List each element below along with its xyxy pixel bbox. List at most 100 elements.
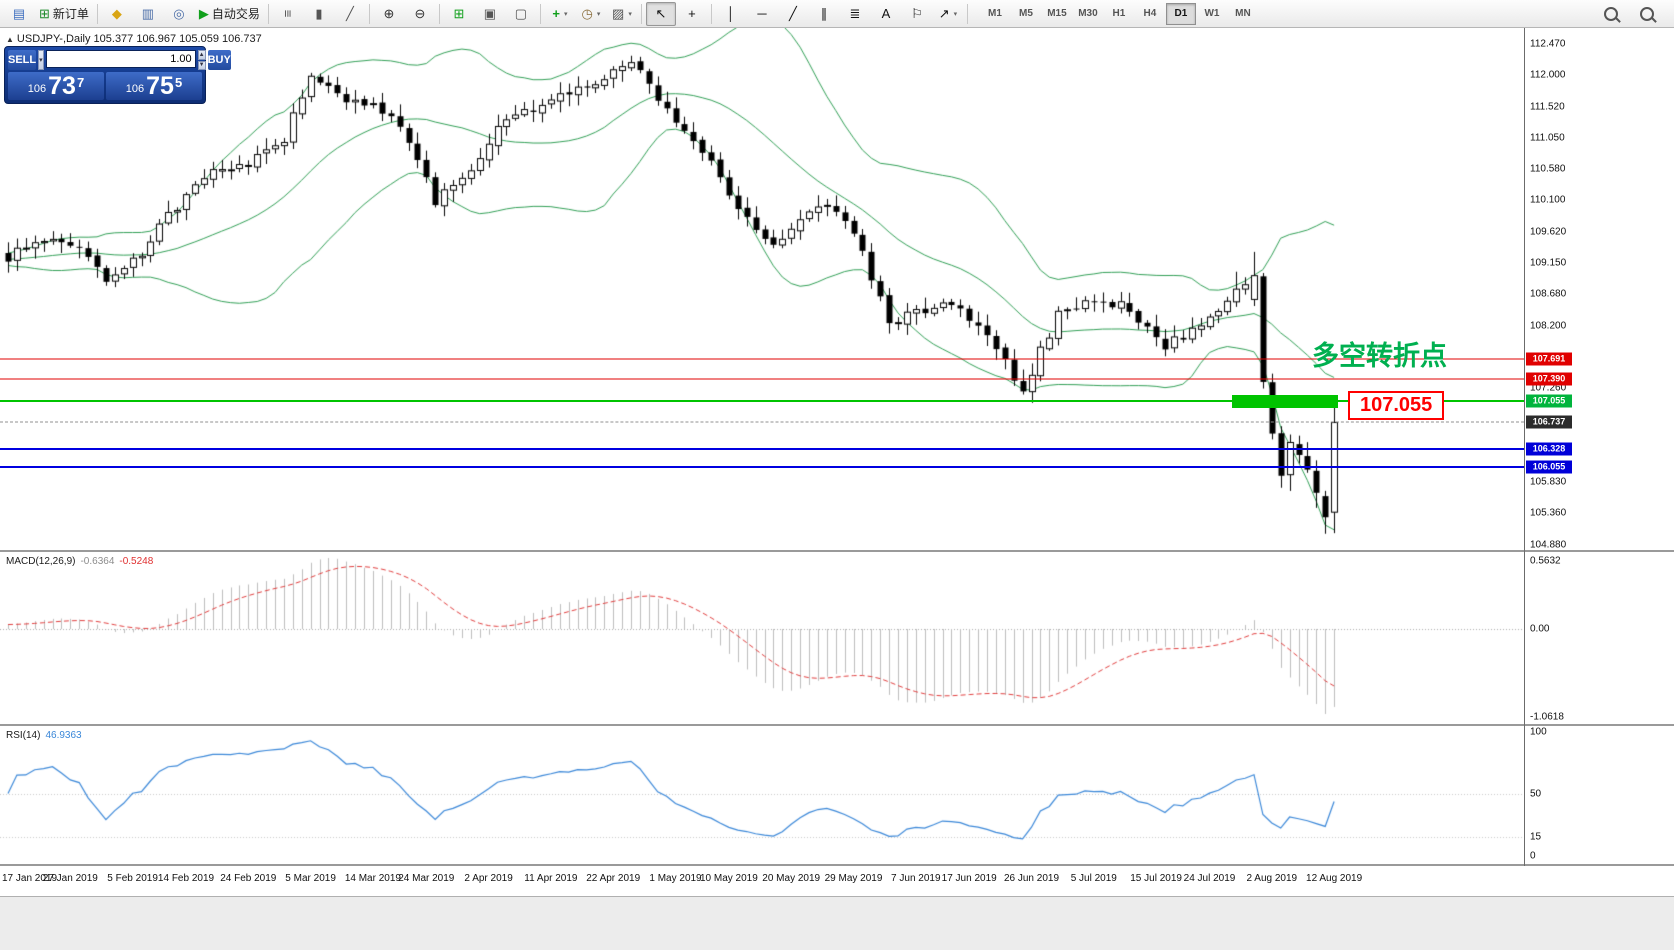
arrange-windows-button[interactable]: ▢: [506, 2, 536, 26]
turning-point-label[interactable]: 多空转折点: [1312, 341, 1447, 371]
fibonacci-icon: ≣: [849, 6, 861, 21]
time-axis-label: 5 Feb 2019: [107, 873, 158, 884]
hline-106.055[interactable]: [0, 466, 1524, 469]
timeframe-m1[interactable]: M1: [987, 8, 1002, 19]
macd-axis-label: -1.0618: [1530, 711, 1564, 723]
time-axis-label: 10 May 2019: [699, 873, 758, 884]
time-axis-label: 29 May 2019: [824, 873, 883, 884]
text-label-button[interactable]: ⚐: [902, 2, 932, 26]
find-button[interactable]: [1632, 2, 1662, 26]
hline-106.737[interactable]: [0, 421, 1524, 423]
autotrading-button[interactable]: ▶ 自动交易: [195, 2, 264, 26]
text-button[interactable]: A: [871, 2, 901, 26]
new-chart-button[interactable]: ▤: [4, 2, 34, 26]
timeframe-w1[interactable]: W1: [1204, 8, 1220, 19]
timeframe-m30[interactable]: M30: [1078, 8, 1098, 19]
timeframe-h4[interactable]: H4: [1143, 8, 1157, 19]
volume-stepper: ▲ ▼: [197, 50, 206, 70]
candlestick-chart-button[interactable]: ▮: [304, 2, 334, 26]
cascade-windows-button[interactable]: ▣: [475, 2, 505, 26]
text-icon: A: [881, 6, 891, 21]
navigator-button[interactable]: ◎: [164, 2, 194, 26]
arrange-windows-icon: ▢: [514, 6, 528, 21]
zoom-in-button[interactable]: ⊕: [374, 2, 404, 26]
periods-button[interactable]: ◷ ▾: [576, 2, 606, 26]
time-axis-label: 5 Mar 2019: [285, 873, 336, 884]
timeframe-h1[interactable]: H1: [1112, 8, 1126, 19]
metaeditor-button[interactable]: ◆: [102, 2, 132, 26]
price-tag-106.055: 106.055: [1526, 460, 1572, 474]
hline-107.39[interactable]: [0, 378, 1524, 380]
time-axis-label: 5 Jul 2019: [1070, 873, 1117, 884]
price-tag-107.390: 107.390: [1526, 372, 1572, 386]
cursor-button[interactable]: ↖: [645, 1, 676, 26]
timeframe-m5[interactable]: M5: [1018, 8, 1033, 19]
marketwatch-button[interactable]: ▥: [133, 2, 163, 26]
bar-chart-button[interactable]: ≡: [273, 2, 303, 26]
toolbar-separator: [96, 3, 98, 24]
crosshair-button[interactable]: +: [677, 2, 707, 26]
hline-106.328[interactable]: [0, 448, 1524, 451]
buy-price-button[interactable]: 106 75 5: [106, 72, 202, 100]
support-rectangle-object[interactable]: [1232, 394, 1339, 408]
time-axis[interactable]: 17 Jan 2019 27 Jan 2019 5 Feb 2019 14 Feb 2…: [0, 866, 1674, 896]
toolbar-separator: [966, 3, 968, 24]
timeframe-m15[interactable]: M15: [1047, 8, 1067, 19]
new-order-button[interactable]: ⊞ 新订单: [35, 2, 93, 26]
time-axis-label: 17 Jun 2019: [941, 873, 997, 884]
tile-windows-button[interactable]: ⊞: [444, 2, 474, 26]
price-chart-canvas[interactable]: [0, 28, 1524, 550]
new-order-icon: ⊞: [39, 6, 50, 21]
timeframe-d1[interactable]: D1: [1165, 2, 1196, 25]
price-callout[interactable]: 107.055: [1348, 391, 1445, 420]
symbol-search-button[interactable]: [1596, 2, 1626, 26]
text-label-icon: ⚐: [911, 6, 923, 21]
volume-down-button[interactable]: ▼: [197, 60, 206, 70]
line-chart-button[interactable]: ╱: [335, 2, 365, 26]
zoom-out-button[interactable]: ⊖: [405, 2, 435, 26]
trendline-button[interactable]: ╱: [778, 2, 808, 26]
panel-separator[interactable]: [0, 864, 1674, 866]
vertical-line-button[interactable]: │: [716, 2, 746, 26]
volume-dropdown-button[interactable]: ▾: [38, 50, 44, 70]
price-axis-tick: 108.680: [1530, 288, 1567, 300]
price-axis-tick: 111.520: [1530, 101, 1565, 113]
candlestick-chart-icon: ▮: [315, 6, 323, 21]
price-axis-tick: 109.620: [1530, 226, 1567, 238]
macd-canvas[interactable]: [0, 552, 1524, 724]
time-axis-label: 7 Jun 2019: [891, 873, 941, 884]
indicators-icon: +: [552, 6, 560, 21]
volume-up-button[interactable]: ▲: [197, 50, 206, 60]
magnifier-icon: [1604, 6, 1618, 21]
price-axis-border: [1524, 28, 1525, 896]
timeframe-mn[interactable]: MN: [1235, 8, 1251, 19]
price-axis-tick: 109.150: [1530, 257, 1567, 269]
panel-separator[interactable]: [0, 550, 1674, 552]
price-axis-tick: 112.000: [1530, 69, 1566, 81]
sell-button[interactable]: SELL: [8, 50, 37, 70]
rsi-canvas[interactable]: [0, 726, 1524, 864]
buy-price-big: 75: [146, 72, 174, 100]
price-tag-106.328: 106.328: [1526, 442, 1572, 456]
sell-price-button[interactable]: 106 73 7: [8, 72, 104, 100]
chevron-down-icon: ▾: [628, 10, 632, 18]
volume-input[interactable]: [45, 50, 196, 68]
panel-separator[interactable]: [0, 724, 1674, 726]
equidistant-channel-button[interactable]: ∥: [809, 2, 839, 26]
tile-windows-icon: ⊞: [453, 6, 465, 21]
macd-label: MACD(12,26,9): [6, 556, 76, 567]
time-axis-label: 17 Jan 2019: [2, 873, 58, 884]
hline-107.691[interactable]: [0, 358, 1524, 360]
fibonacci-button[interactable]: ≣: [840, 2, 870, 26]
arrow-objects-button[interactable]: ↗ ▾: [933, 2, 963, 26]
indicators-button[interactable]: + ▾: [545, 2, 575, 26]
horizontal-line-button[interactable]: ─: [747, 2, 777, 26]
rsi-axis-label: 15: [1530, 831, 1542, 843]
chevron-down-icon: ▾: [563, 10, 568, 18]
time-axis-label: 24 Jul 2019: [1183, 873, 1236, 884]
buy-button[interactable]: BUY: [207, 50, 231, 70]
templates-button[interactable]: ▨ ▾: [607, 2, 637, 26]
trendline-icon: ╱: [789, 6, 797, 21]
hline-107.055[interactable]: [0, 400, 1524, 403]
